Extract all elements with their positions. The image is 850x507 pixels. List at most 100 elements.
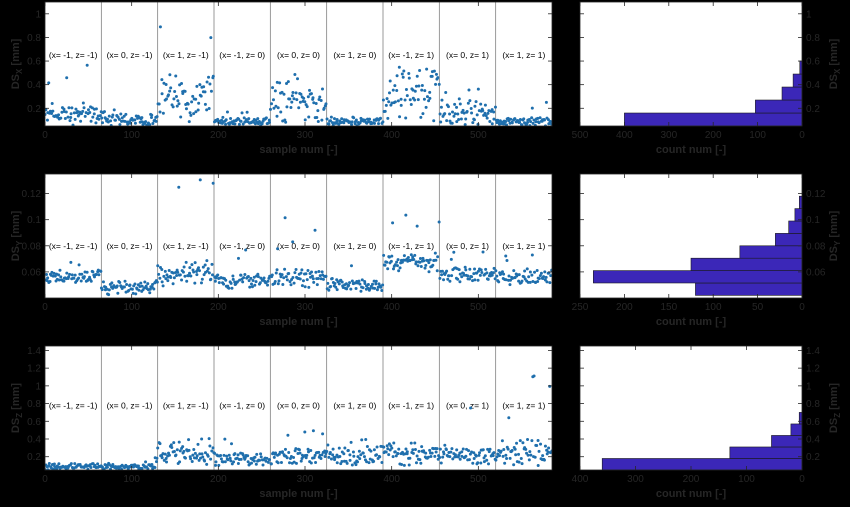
y-label-sub: Y — [15, 240, 24, 246]
data-point — [440, 273, 444, 277]
data-point — [416, 98, 420, 102]
data-point — [486, 447, 490, 451]
data-point — [178, 273, 182, 277]
data-point — [473, 104, 477, 108]
data-point — [404, 213, 408, 217]
data-point — [484, 114, 488, 118]
data-point — [240, 111, 244, 115]
data-point — [133, 121, 137, 125]
data-point — [407, 71, 411, 75]
data-point — [152, 287, 156, 291]
data-point — [221, 460, 225, 464]
data-point — [434, 82, 438, 86]
data-point — [163, 269, 167, 273]
data-point — [193, 281, 197, 285]
data-point — [192, 270, 196, 274]
data-point — [172, 450, 176, 454]
data-point — [354, 118, 358, 122]
data-point — [533, 123, 537, 126]
data-point — [65, 76, 69, 80]
data-point — [528, 450, 532, 454]
data-point — [406, 255, 410, 259]
data-point — [518, 439, 522, 443]
data-point — [332, 117, 336, 121]
data-point — [246, 275, 250, 279]
data-point — [414, 260, 418, 264]
scatter-y-panel: (x= -1, z= -1) (x= 0, z= -1) (x= 1, z= -1)… — [10, 173, 553, 328]
data-point — [275, 114, 279, 118]
data-point — [524, 447, 528, 451]
data-point — [239, 273, 243, 277]
x-tick-label: 250 — [572, 302, 589, 313]
y-tick-label: 0.2 — [806, 452, 820, 463]
data-point — [284, 275, 288, 279]
data-point — [437, 82, 441, 86]
data-point — [377, 122, 381, 126]
data-point — [389, 259, 393, 263]
data-point — [421, 112, 425, 116]
data-point — [225, 110, 229, 114]
data-point — [515, 441, 519, 445]
data-point — [375, 453, 379, 457]
data-point — [508, 283, 512, 287]
data-point — [241, 280, 245, 284]
y-tick-label: 0.8 — [27, 399, 41, 410]
x-tick-label: 100 — [705, 302, 722, 313]
data-point — [164, 457, 168, 461]
data-point — [241, 453, 245, 457]
data-point — [242, 276, 246, 280]
data-point — [460, 454, 464, 458]
data-point — [298, 277, 302, 281]
data-point — [286, 80, 290, 84]
data-point — [210, 262, 214, 266]
data-point — [186, 102, 190, 106]
data-point — [201, 265, 205, 269]
data-point — [329, 284, 333, 288]
data-point — [203, 90, 207, 94]
data-point — [228, 456, 232, 460]
data-point — [481, 250, 485, 254]
data-point — [329, 457, 333, 461]
data-point — [461, 108, 465, 112]
data-point — [460, 275, 464, 279]
data-point — [177, 102, 181, 106]
data-point — [430, 451, 434, 455]
data-point — [197, 269, 201, 273]
data-point — [365, 460, 369, 464]
data-point — [428, 96, 432, 100]
data-point — [533, 455, 537, 459]
data-point — [402, 254, 406, 258]
data-point — [171, 271, 175, 275]
data-point — [229, 117, 233, 121]
data-point — [207, 437, 211, 441]
data-point — [298, 451, 302, 455]
data-point — [45, 468, 47, 470]
data-point — [140, 116, 144, 120]
data-point — [209, 89, 213, 93]
data-point — [492, 117, 496, 121]
data-point — [365, 445, 369, 449]
data-point — [385, 260, 389, 264]
data-point — [104, 285, 108, 289]
data-point — [194, 97, 198, 101]
data-point — [307, 115, 311, 119]
data-point — [203, 451, 207, 455]
data-point — [150, 113, 154, 117]
data-point — [362, 455, 366, 459]
data-point — [294, 447, 298, 451]
data-point — [479, 102, 483, 106]
data-point — [160, 268, 164, 272]
data-point — [415, 224, 419, 228]
y-tick-label: 0.4 — [806, 435, 820, 446]
data-point — [363, 118, 367, 122]
data-point — [477, 453, 481, 457]
scatter-x-panel: (x= -1, z= -1) (x= 0, z= -1) (x= 1, z= -1)… — [10, 1, 553, 156]
data-point — [91, 115, 95, 119]
data-point — [432, 119, 436, 123]
data-point — [72, 111, 76, 115]
data-point — [302, 96, 306, 100]
y-tick-label: 0.8 — [806, 33, 820, 44]
data-point — [130, 287, 134, 291]
data-point — [454, 455, 458, 459]
data-point — [285, 456, 289, 460]
